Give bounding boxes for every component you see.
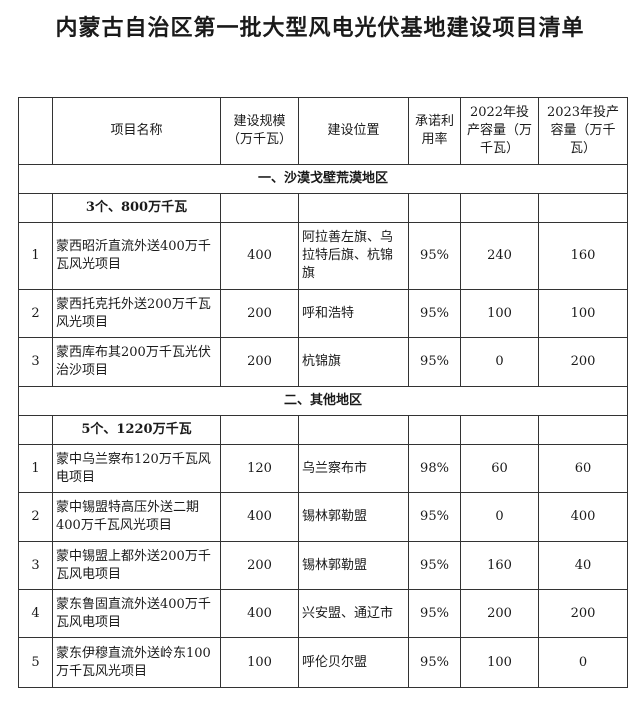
row-no: 4 bbox=[18, 589, 53, 638]
header-rate: 承诺利用率 bbox=[408, 97, 461, 165]
header-row: 项目名称 建设规模（万千瓦） 建设位置 承诺利用率 2022年投产容量（万千瓦）… bbox=[18, 97, 628, 165]
project-name: 蒙东鲁固直流外送400万千瓦风电项目 bbox=[52, 589, 221, 638]
capacity-2022: 240 bbox=[460, 222, 539, 290]
scale: 100 bbox=[220, 637, 299, 688]
location: 呼伦贝尔盟 bbox=[298, 637, 409, 688]
project-name: 蒙西库布其200万千瓦光伏治沙项目 bbox=[52, 337, 221, 387]
project-table: 项目名称 建设规模（万千瓦） 建设位置 承诺利用率 2022年投产容量（万千瓦）… bbox=[18, 97, 628, 688]
location: 乌兰察布市 bbox=[298, 444, 409, 493]
section-title: 一、沙漠戈壁荒漠地区 bbox=[18, 164, 628, 194]
scale: 400 bbox=[220, 589, 299, 638]
capacity-2022: 0 bbox=[460, 337, 539, 387]
empty-cell bbox=[460, 193, 539, 223]
utilization-rate: 95% bbox=[408, 492, 461, 542]
table-row: 3 蒙西库布其200万千瓦光伏治沙项目 200 杭锦旗 95% 0 200 bbox=[18, 337, 628, 387]
empty-cell bbox=[460, 415, 539, 445]
utilization-rate: 95% bbox=[408, 222, 461, 290]
empty-cell bbox=[220, 193, 299, 223]
capacity-2023: 40 bbox=[538, 541, 628, 590]
row-no: 1 bbox=[18, 444, 53, 493]
capacity-2023: 100 bbox=[538, 289, 628, 338]
project-name: 蒙中锡盟特高压外送二期400万千瓦风光项目 bbox=[52, 492, 221, 542]
header-2022: 2022年投产容量（万千瓦） bbox=[460, 97, 539, 165]
subtotal-row: 5个、1220万千瓦 bbox=[18, 415, 628, 445]
scale: 120 bbox=[220, 444, 299, 493]
capacity-2023: 0 bbox=[538, 637, 628, 688]
section-title: 二、其他地区 bbox=[18, 386, 628, 416]
header-no bbox=[18, 97, 53, 165]
document-title: 内蒙古自治区第一批大型风电光伏基地建设项目清单 bbox=[55, 15, 585, 41]
table-row: 2 蒙西托克托外送200万千瓦风光项目 200 呼和浩特 95% 100 100 bbox=[18, 289, 628, 338]
table-row: 2 蒙中锡盟特高压外送二期400万千瓦风光项目 400 锡林郭勒盟 95% 0 400 bbox=[18, 492, 628, 542]
header-2023: 2023年投产容量（万千瓦） bbox=[538, 97, 628, 165]
table-row: 1 蒙中乌兰察布120万千瓦风电项目 120 乌兰察布市 98% 60 60 bbox=[18, 444, 628, 493]
location: 杭锦旗 bbox=[298, 337, 409, 387]
project-name: 蒙东伊穆直流外送岭东100万千瓦风光项目 bbox=[52, 637, 221, 688]
location: 锡林郭勒盟 bbox=[298, 541, 409, 590]
table-row: 4 蒙东鲁固直流外送400万千瓦风电项目 400 兴安盟、通辽市 95% 200 200 bbox=[18, 589, 628, 638]
section-row: 一、沙漠戈壁荒漠地区 bbox=[18, 164, 628, 194]
row-no: 1 bbox=[18, 222, 53, 290]
project-name: 蒙西托克托外送200万千瓦风光项目 bbox=[52, 289, 221, 338]
empty-cell bbox=[408, 193, 461, 223]
capacity-2022: 60 bbox=[460, 444, 539, 493]
subtotal: 5个、1220万千瓦 bbox=[52, 415, 221, 445]
capacity-2023: 400 bbox=[538, 492, 628, 542]
empty-cell bbox=[298, 415, 409, 445]
scale: 400 bbox=[220, 222, 299, 290]
capacity-2022: 100 bbox=[460, 289, 539, 338]
utilization-rate: 95% bbox=[408, 589, 461, 638]
section-row: 二、其他地区 bbox=[18, 386, 628, 416]
capacity-2022: 0 bbox=[460, 492, 539, 542]
utilization-rate: 95% bbox=[408, 289, 461, 338]
location: 阿拉善左旗、乌拉特后旗、杭锦旗 bbox=[298, 222, 409, 290]
scale: 200 bbox=[220, 289, 299, 338]
row-no: 3 bbox=[18, 541, 53, 590]
location: 锡林郭勒盟 bbox=[298, 492, 409, 542]
empty-cell bbox=[298, 193, 409, 223]
row-no: 2 bbox=[18, 492, 53, 542]
project-name: 蒙中乌兰察布120万千瓦风电项目 bbox=[52, 444, 221, 493]
row-no: 2 bbox=[18, 289, 53, 338]
utilization-rate: 95% bbox=[408, 637, 461, 688]
capacity-2022: 160 bbox=[460, 541, 539, 590]
utilization-rate: 95% bbox=[408, 541, 461, 590]
capacity-2022: 100 bbox=[460, 637, 539, 688]
scale: 200 bbox=[220, 337, 299, 387]
empty-cell bbox=[220, 415, 299, 445]
table-row: 3 蒙中锡盟上都外送200万千瓦风电项目 200 锡林郭勒盟 95% 160 40 bbox=[18, 541, 628, 590]
location: 兴安盟、通辽市 bbox=[298, 589, 409, 638]
location: 呼和浩特 bbox=[298, 289, 409, 338]
project-name: 蒙中锡盟上都外送200万千瓦风电项目 bbox=[52, 541, 221, 590]
empty-cell bbox=[18, 415, 53, 445]
row-no: 5 bbox=[18, 637, 53, 688]
table-row: 1 蒙西昭沂直流外送400万千瓦风光项目 400 阿拉善左旗、乌拉特后旗、杭锦旗 95%… bbox=[18, 222, 628, 290]
subtotal: 3个、800万千瓦 bbox=[52, 193, 221, 223]
header-location: 建设位置 bbox=[298, 97, 409, 165]
table-row: 5 蒙东伊穆直流外送岭东100万千瓦风光项目 100 呼伦贝尔盟 95% 100 0 bbox=[18, 637, 628, 688]
scale: 400 bbox=[220, 492, 299, 542]
capacity-2023: 160 bbox=[538, 222, 628, 290]
empty-cell bbox=[538, 415, 628, 445]
utilization-rate: 98% bbox=[408, 444, 461, 493]
row-no: 3 bbox=[18, 337, 53, 387]
empty-cell bbox=[538, 193, 628, 223]
capacity-2022: 200 bbox=[460, 589, 539, 638]
empty-cell bbox=[18, 193, 53, 223]
empty-cell bbox=[408, 415, 461, 445]
capacity-2023: 200 bbox=[538, 337, 628, 387]
subtotal-row: 3个、800万千瓦 bbox=[18, 193, 628, 223]
header-name: 项目名称 bbox=[52, 97, 221, 165]
scale: 200 bbox=[220, 541, 299, 590]
utilization-rate: 95% bbox=[408, 337, 461, 387]
project-name: 蒙西昭沂直流外送400万千瓦风光项目 bbox=[52, 222, 221, 290]
header-scale: 建设规模（万千瓦） bbox=[220, 97, 299, 165]
capacity-2023: 60 bbox=[538, 444, 628, 493]
capacity-2023: 200 bbox=[538, 589, 628, 638]
